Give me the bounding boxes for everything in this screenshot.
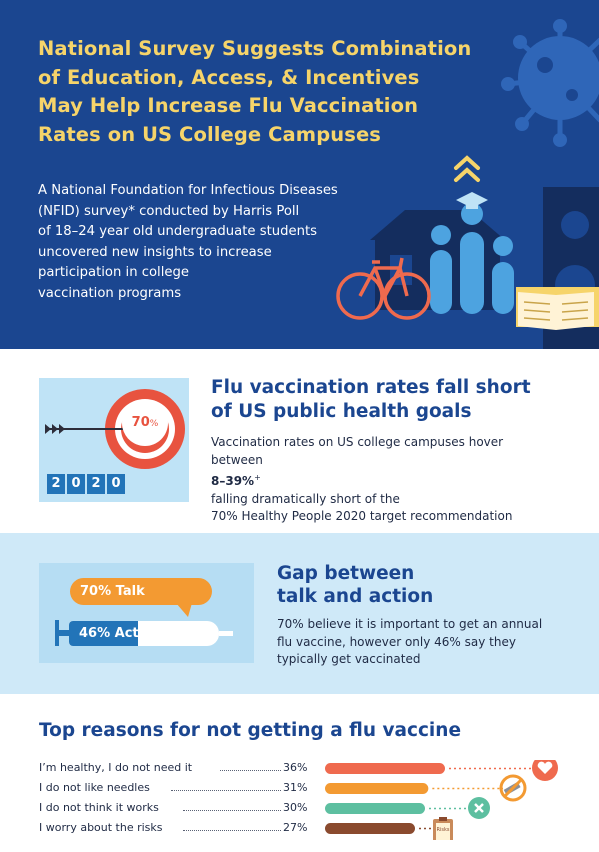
hero-banner: National Survey Suggests Combination of …	[0, 0, 599, 349]
title-line: May Help Increase Flu Vaccination	[38, 94, 419, 117]
x-circle-icon	[468, 797, 490, 819]
reasons-chart-title: Top reasons for not getting a flu vaccin…	[39, 720, 461, 741]
bicycle-icon	[336, 257, 431, 320]
talk-act-graphic: 70% Talk 46% Act	[39, 563, 254, 663]
leader-dots	[183, 810, 281, 811]
reason-bar	[325, 763, 445, 774]
virus-icon	[501, 19, 599, 147]
reason-bar	[325, 823, 415, 834]
year-digit: 0	[107, 474, 125, 494]
intro-line: uncovered new insights to increase	[38, 244, 272, 260]
text-line: Vaccination rates on US college campuses…	[211, 435, 504, 449]
intro-line: participation in college	[38, 265, 189, 281]
heading-line: Gap between	[277, 563, 415, 584]
rate-range: 8–39%	[211, 474, 255, 488]
text-line: between 8–39%+ falling dramatically shor…	[211, 452, 512, 509]
leader-dots	[219, 770, 281, 771]
text-fragment: between	[211, 452, 263, 467]
intro-line: of 18–24 year old undergraduate students	[38, 224, 317, 240]
reason-label: I do not think it works	[39, 801, 159, 814]
target-badge: 70%	[122, 400, 168, 446]
reasons-chart-svg: Risks	[325, 760, 558, 840]
intro-line: A National Foundation for Infectious Dis…	[38, 183, 338, 198]
year-digit: 0	[67, 474, 85, 494]
heading-line: talk and action	[277, 586, 434, 607]
syringe-tip-icon	[219, 631, 233, 636]
reason-label: I’m healthy, I do not need it	[39, 761, 193, 774]
target-graphic: 70% 2 0 2 0	[39, 378, 189, 502]
bubble-tail	[176, 603, 192, 617]
reason-value: 30%	[283, 801, 308, 814]
leader-dots	[171, 790, 281, 791]
text-line: 70% Healthy People 2020 target recommend…	[211, 509, 513, 523]
section-heading-rates: Flu vaccination rates fall short of US p…	[211, 376, 531, 424]
talk-bubble: 70% Talk	[70, 578, 212, 605]
no-needle-icon	[499, 774, 527, 802]
text-fragment: falling dramatically short of the	[211, 491, 400, 506]
heart-icon	[532, 760, 558, 781]
reason-label: I do not like needles	[39, 781, 150, 794]
title-line: National Survey Suggests Combination	[38, 37, 472, 60]
syringe-barrel: 46% Act	[69, 621, 219, 646]
title-line: of Education, Access, & Incentives	[38, 65, 420, 89]
section-text-gap: 70% believe it is important to get an an…	[277, 616, 542, 669]
target-unit: %	[149, 419, 159, 429]
intro-line: (NFID) survey* conducted by Harris Poll	[38, 203, 300, 219]
clipboard-icon: Risks	[433, 817, 453, 840]
open-book-icon	[516, 287, 599, 330]
text-line: 70% believe it is important to get an an…	[277, 617, 543, 631]
intro-text: A National Foundation for Infectious Dis…	[38, 181, 368, 305]
section-heading-gap: Gap between talk and action	[277, 562, 433, 608]
hero-illustration	[336, 19, 599, 349]
section-text-rates: Vaccination rates on US college campuses…	[211, 434, 512, 526]
reason-value: 36%	[283, 761, 308, 774]
text-line: flu vaccine, however only 46% say they	[277, 634, 516, 649]
year-digit: 2	[87, 474, 105, 494]
reasons-chart: Risks I’m healthy, I do not need it 36% I …	[39, 760, 599, 840]
year-digit: 2	[47, 474, 65, 494]
reason-label: I worry about the risks	[39, 821, 163, 834]
intro-line: vaccination programs	[38, 285, 182, 301]
target-value: 70	[131, 415, 150, 430]
act-fill: 46% Act	[69, 621, 139, 646]
page-title: National Survey Suggests Combination of …	[38, 35, 508, 149]
year-2020-badge: 2 0 2 0	[47, 474, 125, 494]
footnote-mark: +	[254, 473, 261, 482]
chevrons-up-icon	[454, 155, 480, 182]
heading-line: of US public health goals	[211, 401, 472, 422]
text-line: typically get vaccinated	[277, 652, 421, 666]
title-line: Rates on US College Campuses	[38, 122, 381, 146]
leader-dots	[183, 830, 281, 831]
graduation-cap-icon	[456, 192, 488, 209]
heading-line: Flu vaccination rates fall short	[211, 377, 531, 398]
syringe-plunger-icon	[55, 620, 71, 646]
reason-value: 31%	[283, 781, 308, 794]
reason-value: 27%	[283, 821, 308, 834]
reason-bar	[325, 803, 425, 814]
reason-bar	[325, 783, 429, 794]
clipboard-label: Risks	[437, 827, 450, 833]
